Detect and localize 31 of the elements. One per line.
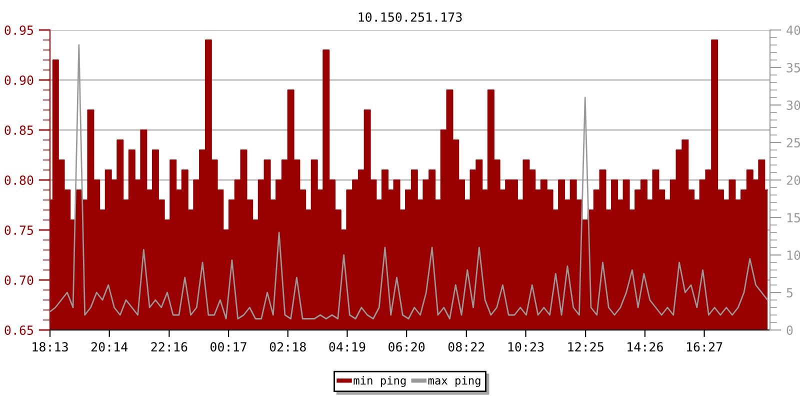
y2-tick-label: 40 [786, 26, 800, 35]
x-tick-label: 06:20 [388, 342, 425, 352]
x-tick-label: 08:22 [448, 342, 484, 352]
x-tick-label: 04:19 [329, 342, 366, 352]
chart-title: 10.150.251.173 [358, 12, 462, 22]
y-tick-label: 0.65 [4, 326, 34, 335]
x-tick-label: 02:18 [270, 342, 306, 352]
x-tick-label: 12:25 [568, 342, 604, 352]
legend-label: max ping [428, 376, 480, 387]
y-tick-label: 0.75 [4, 226, 34, 235]
x-tick-label: 22:16 [151, 342, 188, 352]
y-tick-label: 0.70 [4, 276, 34, 285]
y2-tick-label: 15 [787, 213, 800, 222]
y2-tick-label: 25 [786, 138, 800, 148]
y2-tick-label: 10 [787, 250, 800, 260]
legend-label: min ping [354, 376, 406, 387]
y-tick-label: 0.95 [4, 26, 34, 35]
y2-tick-label: 30 [786, 100, 800, 110]
y2-tick-label: 0 [786, 326, 793, 335]
x-tick-label: 20:14 [91, 342, 128, 352]
y-tick-label: 0.80 [4, 176, 34, 185]
y2-tick-label: 5 [786, 288, 792, 298]
x-tick-label: 14:26 [628, 342, 663, 352]
y2-tick-label: 20 [786, 176, 800, 185]
y2-tick-label: 35 [786, 63, 800, 72]
y-tick-label: 0.90 [4, 76, 34, 85]
x-tick-label: 18:13 [32, 342, 68, 352]
x-tick-label: 16:27 [686, 342, 722, 352]
x-tick-label: 10:23 [508, 342, 544, 352]
y-tick-label: 0.85 [4, 126, 34, 135]
x-tick-label: 00:17 [210, 342, 246, 352]
